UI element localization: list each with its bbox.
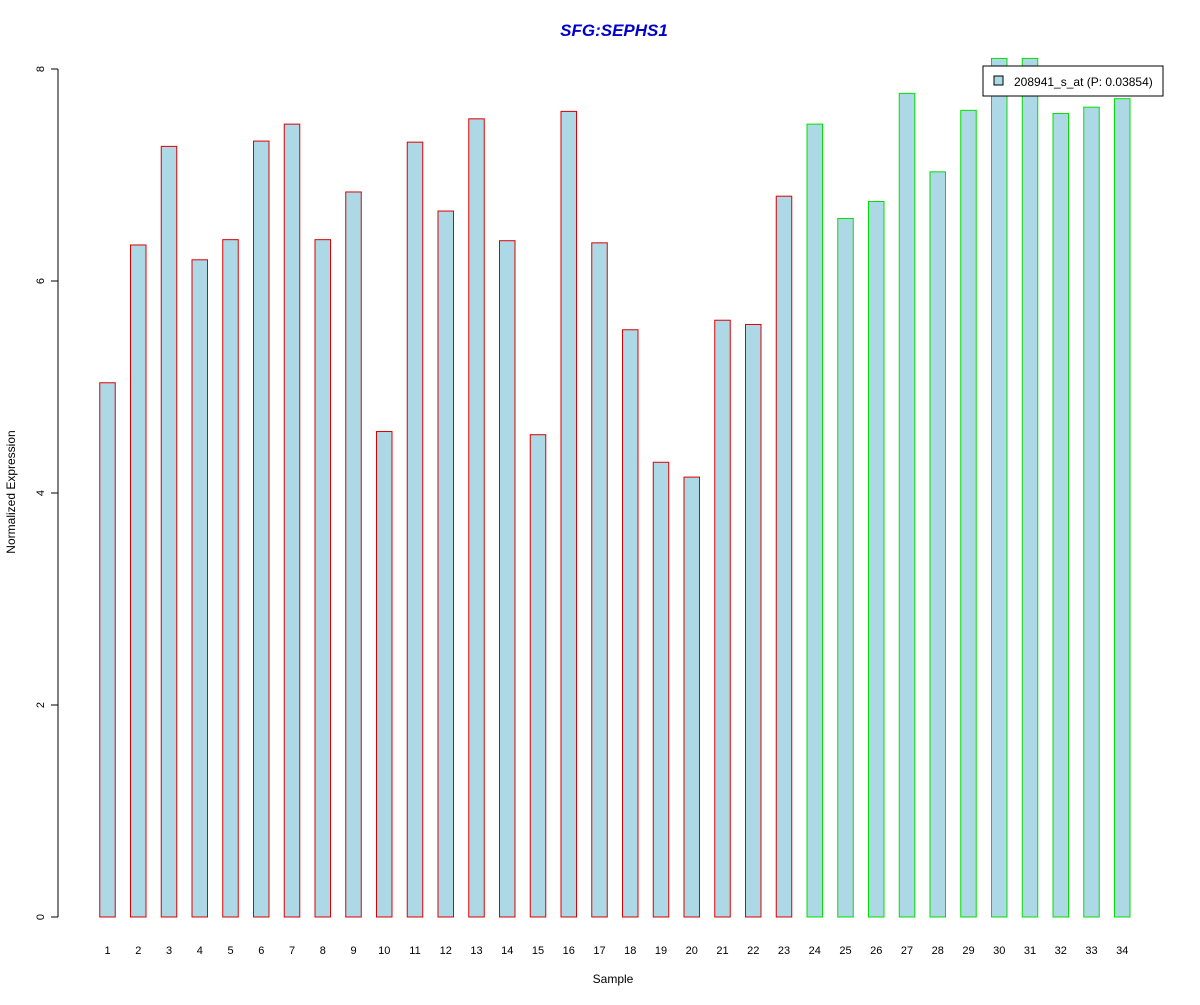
bar-10 (376, 431, 393, 918)
x-tick-label: 32 (1055, 945, 1067, 957)
y-tick-label: 2 (35, 702, 47, 708)
bar-22 (745, 323, 762, 918)
x-tick-label: 11 (409, 945, 420, 957)
bar-11 (406, 141, 424, 918)
bar-23 (775, 195, 793, 918)
bar-7 (283, 123, 301, 918)
x-tick-label: 1 (104, 945, 110, 957)
bar-5 (222, 239, 239, 918)
x-tick-label: 3 (166, 945, 172, 957)
bar-14 (499, 240, 516, 918)
bar-27 (898, 92, 916, 918)
x-tick-label: 10 (378, 945, 390, 957)
bar-8 (314, 239, 331, 918)
x-tick-label: 2 (135, 945, 141, 957)
x-tick-label: 31 (1024, 945, 1036, 957)
x-tick-label: 24 (809, 945, 821, 957)
x-tick-label: 15 (532, 945, 544, 957)
x-tick-label: 22 (747, 945, 759, 957)
legend-label: 208941_s_at (P: 0.03854) (1014, 75, 1153, 89)
bar-25 (837, 217, 854, 918)
x-tick-label: 16 (563, 945, 575, 957)
bar-6 (253, 140, 270, 918)
bar-9 (345, 191, 362, 918)
x-tick-label: 6 (258, 945, 264, 957)
bar-3 (160, 145, 178, 918)
x-tick-label: 21 (716, 945, 728, 957)
bar-13 (468, 118, 485, 918)
bar-4 (191, 259, 208, 918)
y-axis-title: Normalized Expression (4, 430, 18, 553)
x-tick-label: 34 (1116, 945, 1128, 957)
x-tick-label: 26 (870, 945, 882, 957)
bar-1 (99, 382, 116, 918)
bar-21 (714, 319, 731, 918)
bar-30 (991, 57, 1008, 918)
bar-12 (437, 210, 454, 918)
x-tick-label: 12 (440, 945, 452, 957)
legend-swatch (993, 75, 1004, 86)
y-tick-label: 4 (35, 490, 47, 496)
y-axis: 0 2 4 6 8 (35, 66, 59, 920)
bar-31 (1021, 57, 1039, 918)
x-tick-label: 17 (593, 945, 605, 957)
x-tick-label: 8 (320, 945, 326, 957)
x-tick-label: 27 (901, 945, 913, 957)
bar-32 (1052, 113, 1069, 918)
bar-17 (591, 242, 608, 918)
x-tick-label: 13 (470, 945, 482, 957)
x-tick-label: 4 (197, 945, 203, 957)
x-tick-label: 29 (962, 945, 974, 957)
x-tick-label: 23 (778, 945, 790, 957)
x-tick-label: 18 (624, 945, 636, 957)
chart-title: SFG:SEPHS1 (560, 21, 668, 40)
bar-29 (960, 109, 977, 918)
x-tick-label: 7 (289, 945, 295, 957)
legend-box (982, 65, 1164, 97)
bar-15 (529, 434, 547, 918)
bar-34 (1114, 98, 1131, 918)
bar-24 (806, 123, 823, 918)
x-axis-title: Sample (593, 972, 634, 986)
bar-16 (560, 110, 577, 918)
x-tick-label: 20 (686, 945, 698, 957)
bar-26 (868, 201, 885, 918)
x-tick-label: 33 (1085, 945, 1097, 957)
bar-20 (683, 476, 700, 918)
x-tick-label: 14 (501, 945, 513, 957)
bar-33 (1083, 106, 1100, 918)
y-tick-label: 0 (35, 914, 47, 920)
x-tick-label: 9 (350, 945, 356, 957)
x-tick-label: 19 (655, 945, 667, 957)
y-tick-label: 6 (35, 278, 47, 284)
legend: 208941_s_at (P: 0.03854) (982, 65, 1164, 97)
x-tick-label: 28 (932, 945, 944, 957)
bar-28 (929, 171, 946, 918)
bar-2 (130, 244, 147, 918)
y-tick-label: 8 (35, 66, 47, 72)
x-tick-label: 5 (227, 945, 233, 957)
bars-group (99, 57, 1131, 918)
x-tick-labels: 1 2 3 4 5 6 7 8 9 10 11 12 13 14 15 16 17 18 19 20 21 22 23 24 2… (104, 945, 1128, 957)
bar-18 (622, 329, 639, 918)
x-tick-label: 25 (839, 945, 851, 957)
bar-19 (652, 461, 670, 918)
x-tick-label: 30 (993, 945, 1005, 957)
